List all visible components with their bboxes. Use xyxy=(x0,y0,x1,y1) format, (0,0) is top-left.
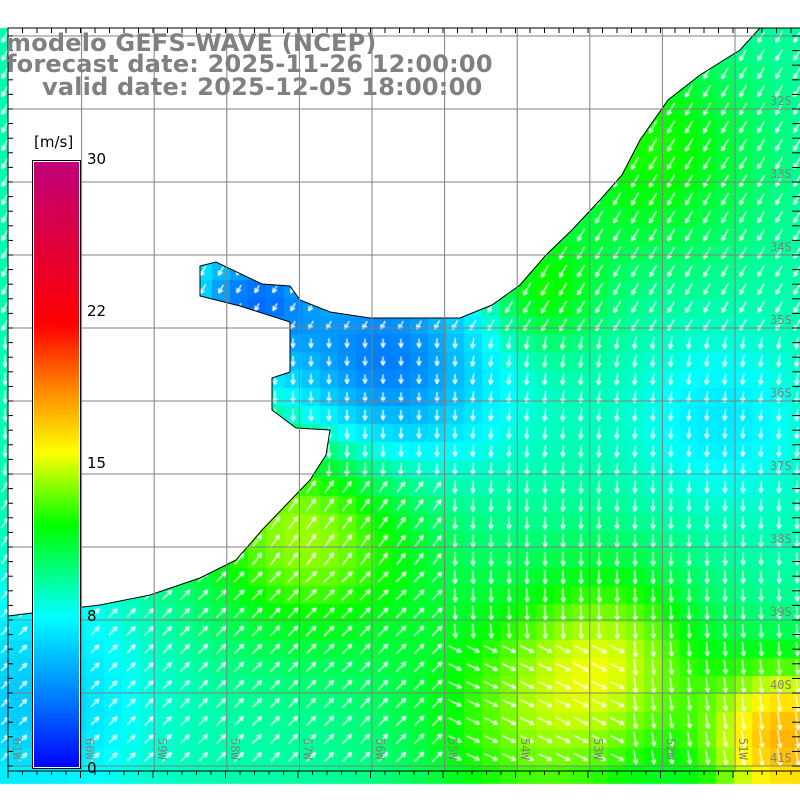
latitude-labels: 32S 33S 34S 35S 36S 37S 38S 39S 40S 41S xyxy=(770,94,792,765)
longitude-label: 53W xyxy=(591,738,605,760)
latitude-label: 41S xyxy=(770,751,792,765)
colorbar-tick: 0 xyxy=(87,759,97,777)
colorbar-tick: 22 xyxy=(87,302,107,320)
colorbar-tick: 8 xyxy=(87,607,97,625)
latitude-label: 37S xyxy=(770,459,792,473)
latitude-label: 35S xyxy=(770,313,792,327)
longitude-label: 61W xyxy=(10,738,24,760)
graticule xyxy=(8,28,800,771)
latitude-label: 38S xyxy=(770,532,792,546)
colorbar-units: [m/s] xyxy=(34,133,74,151)
latitude-label: 32S xyxy=(770,94,792,108)
longitude-label: 52W xyxy=(663,738,677,760)
colorbar xyxy=(32,160,81,769)
longitude-label: 59W xyxy=(155,738,169,760)
colorbar-tick: 30 xyxy=(87,150,107,168)
longitude-labels: 61W 60W 59W 58W 57W 56W 55W 54W 53W 52W 51W xyxy=(10,738,750,760)
latitude-label: 36S xyxy=(770,386,792,400)
longitude-label: 57W xyxy=(300,738,314,760)
map-frame xyxy=(7,27,800,772)
longitude-label: 60W xyxy=(83,738,97,760)
longitude-label: 54W xyxy=(518,738,532,760)
latitude-label: 39S xyxy=(770,605,792,619)
latitude-label: 33S xyxy=(770,167,792,181)
latitude-label: 40S xyxy=(770,678,792,692)
colorbar-tick: 15 xyxy=(87,454,107,472)
longitude-label: 51W xyxy=(736,738,750,760)
title-model: modelo GEFS-WAVE (NCEP) xyxy=(6,29,377,57)
title-forecast-date: forecast date: 2025-11-26 12:00:00 xyxy=(6,50,493,78)
longitude-label: 58W xyxy=(228,738,242,760)
land-mask xyxy=(7,27,762,617)
latitude-label: 34S xyxy=(770,240,792,254)
axis-ticks xyxy=(7,28,800,778)
longitude-label: 55W xyxy=(446,738,460,760)
longitude-label: 56W xyxy=(373,738,387,760)
title-valid-date: valid date: 2025-12-05 18:00:00 xyxy=(42,73,483,101)
